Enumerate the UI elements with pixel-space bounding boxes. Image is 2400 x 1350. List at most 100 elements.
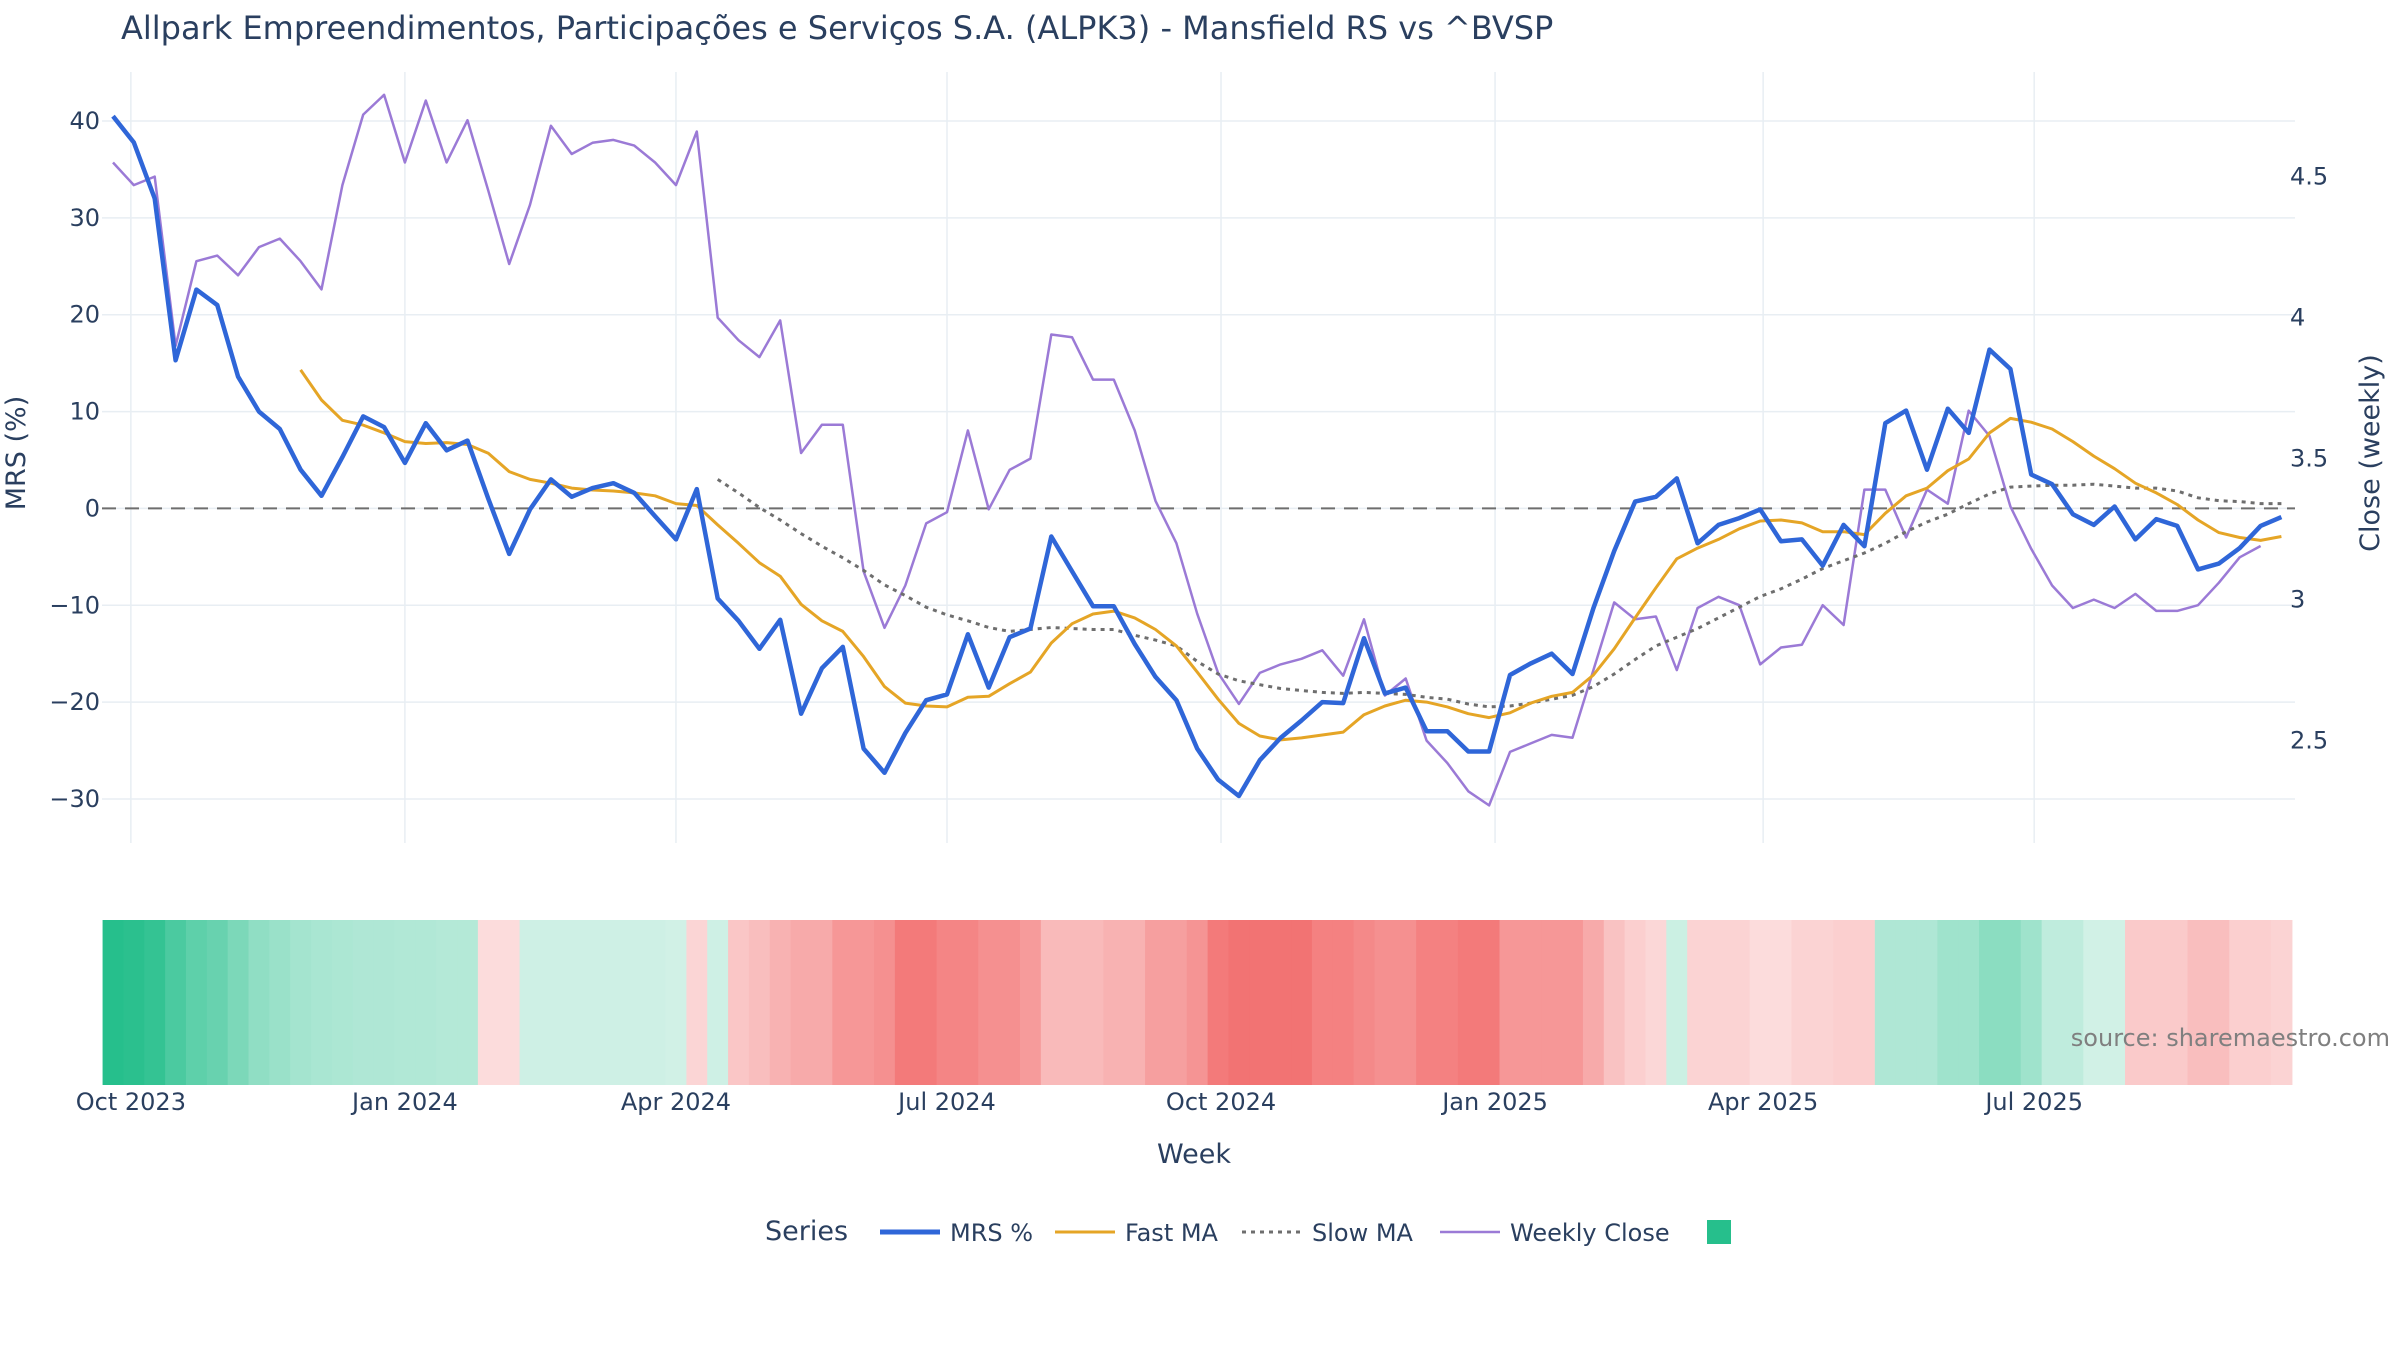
heatmap-cell	[1332, 920, 1355, 1085]
y-tick-label: 20	[69, 301, 100, 329]
heatmap-cell	[1999, 920, 2022, 1085]
heatmap-cell	[790, 920, 813, 1085]
heatmap-cell	[2062, 920, 2084, 1085]
heatmap-cell	[1520, 920, 1542, 1085]
heatmap-cell	[1687, 920, 1709, 1085]
heatmap-cell	[1708, 920, 1730, 1085]
x-tick-label: Jul 2024	[896, 1088, 996, 1116]
legend-label-mrs: MRS %	[950, 1219, 1033, 1247]
heatmap-cell	[1812, 920, 1834, 1085]
y-tick-label: 30	[69, 204, 100, 232]
heatmap-cell	[373, 920, 396, 1085]
heatmap-cell	[1436, 920, 1459, 1085]
y2-axis-ticks: 4.5 4 3.5 3 2.5	[2290, 163, 2328, 755]
heatmap-cell	[686, 920, 708, 1085]
heatmap-cell	[1624, 920, 1647, 1085]
heatmap-cell	[1061, 920, 1084, 1085]
heatmap-cell	[311, 920, 333, 1085]
y-tick-label: 40	[69, 107, 100, 135]
legend-item-close: Weekly Close	[1440, 1219, 1670, 1247]
heatmap-cell	[832, 920, 854, 1085]
series-lines	[111, 93, 2283, 807]
legend-item-mrs: MRS %	[880, 1219, 1033, 1247]
legend-item-slow: Slow MA	[1242, 1219, 1414, 1247]
heatmap-cell	[1895, 920, 1918, 1085]
legend: Series MRS % Fast MA Slow MA Weekly Clos…	[765, 1216, 1731, 1247]
heatmap-cell	[1207, 920, 1230, 1085]
heatmap-cell	[1270, 920, 1292, 1085]
heatmap-cell	[1770, 920, 1793, 1085]
heatmap-cell	[498, 920, 521, 1085]
heatmap-cell	[1749, 920, 1772, 1085]
heatmap-cell	[853, 920, 875, 1085]
heatmap-cell	[415, 920, 437, 1085]
heatmap-cell	[352, 920, 375, 1085]
heatmap-cell	[394, 920, 416, 1085]
heatmap-cell	[2041, 920, 2064, 1085]
heatmap-cell	[623, 920, 646, 1085]
heatmap-cell	[2145, 920, 2168, 1085]
heatmap-cell	[1833, 920, 1855, 1085]
heatmap-cell	[248, 920, 270, 1085]
heatmap-cell	[1457, 920, 1480, 1085]
weekly-close-line	[112, 93, 2262, 807]
legend-label-slow: Slow MA	[1312, 1219, 1414, 1247]
heatmap-cell	[1103, 920, 1125, 1085]
heatmap-cell	[915, 920, 938, 1085]
heatmap-cell	[436, 920, 458, 1085]
heatmap-cell	[1666, 920, 1688, 1085]
heatmap-cell	[2020, 920, 2043, 1085]
heatmap-cell	[582, 920, 604, 1085]
y2-tick-label: 3	[2290, 586, 2305, 614]
heatmap-cell	[1874, 920, 1897, 1085]
heatmap-cell	[1853, 920, 1876, 1085]
x-axis-title: Week	[1157, 1139, 1231, 1170]
heatmap-cell	[1582, 920, 1605, 1085]
heatmap-cell	[1165, 920, 1188, 1085]
heatmap-cell	[1562, 920, 1584, 1085]
heatmap-cell	[540, 920, 562, 1085]
heatmap-cell	[936, 920, 959, 1085]
heatmap-cell	[1228, 920, 1250, 1085]
heatmap-cell	[811, 920, 833, 1085]
heatmap-cell	[1291, 920, 1313, 1085]
heatmap-cell	[1541, 920, 1563, 1085]
heatmap-cell	[1019, 920, 1042, 1085]
y-tick-label: 0	[85, 494, 100, 522]
legend-item-heat	[1707, 1220, 1731, 1244]
y-axis-title: MRS (%)	[1, 396, 32, 511]
heatmap-cell	[1124, 920, 1146, 1085]
legend-label-fast: Fast MA	[1125, 1219, 1219, 1247]
legend-swatch-heat	[1707, 1220, 1731, 1244]
heatmap-cell	[1916, 920, 1938, 1085]
heatmap-cell	[874, 920, 896, 1085]
y-tick-label: −20	[49, 688, 100, 716]
heatmap-cell	[1374, 920, 1396, 1085]
heatmap-cell	[707, 920, 729, 1085]
heatmap-cell	[2187, 920, 2210, 1085]
heatmap-cell	[644, 920, 667, 1085]
y2-tick-label: 4	[2290, 304, 2305, 332]
heatmap-cell	[102, 920, 125, 1085]
heatmap-cell	[1416, 920, 1438, 1085]
heatmap-cell	[665, 920, 687, 1085]
heatmap-cell	[1186, 920, 1209, 1085]
heatmap-cell	[331, 920, 354, 1085]
y-tick-label: 10	[69, 398, 100, 426]
slow-ma-line	[716, 478, 2282, 709]
heatmap-cell	[1499, 920, 1521, 1085]
heatmap-cell	[1645, 920, 1667, 1085]
heatmap-cell	[602, 920, 625, 1085]
x-axis-ticks: Oct 2023 Jan 2024 Apr 2024 Jul 2024 Oct 2024…	[76, 1088, 2083, 1116]
heatmap-cell	[769, 920, 792, 1085]
x-tick-label: Jan 2025	[1440, 1088, 1548, 1116]
heatmap-cell	[2208, 920, 2230, 1085]
legend-label-close: Weekly Close	[1510, 1219, 1670, 1247]
source-label: source: sharemaestro.com	[2071, 1024, 2390, 1052]
y-tick-label: −30	[49, 785, 100, 813]
heatmap-cell	[1791, 920, 1813, 1085]
heatmap-cell	[978, 920, 1000, 1085]
heatmap-cell	[2104, 920, 2126, 1085]
heatmap-cell	[1395, 920, 1417, 1085]
heatmap-cell	[1603, 920, 1626, 1085]
